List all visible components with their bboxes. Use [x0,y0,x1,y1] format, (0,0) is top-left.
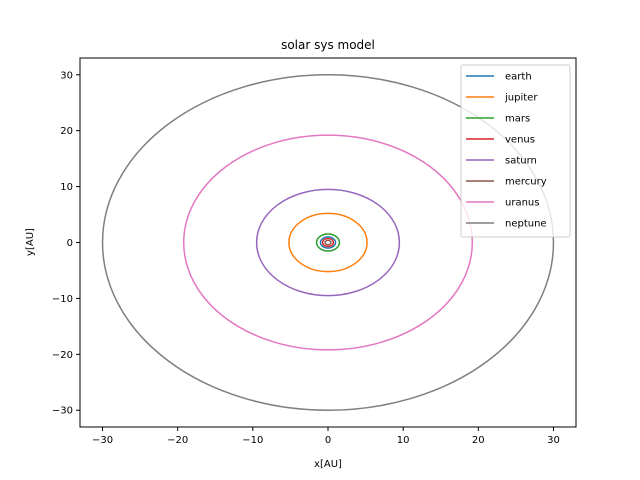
legend-label-venus: venus [505,135,535,146]
x-tick-label: −30 [92,435,113,446]
orbit-neptune [101,74,555,411]
legend-label-earth: earth [505,72,532,83]
orbit-uranus [182,134,474,351]
y-tick-label: −10 [52,294,73,305]
legend-label-jupiter: jupiter [504,93,538,104]
orbit-lines [101,74,555,411]
orbit-saturn [255,188,401,297]
x-tick-label: 30 [547,435,560,446]
y-tick-label: −30 [52,406,73,417]
orbit-mercury [324,239,332,246]
y-tick-label: 20 [60,126,73,137]
legend-box [460,64,571,238]
y-axis-label: y[AU] [25,228,36,256]
x-tick-label: 20 [472,435,485,446]
y-tick-label: −20 [52,350,73,361]
y-tick-label: 30 [60,70,73,81]
x-axis-ticks: −30 −20 −10 0 10 20 30 [92,427,560,446]
x-tick-label: 10 [397,435,410,446]
y-axis-ticks: −30 −20 −10 0 10 20 30 [52,70,80,417]
x-tick-label: −10 [242,435,263,446]
legend-label-mars: mars [505,114,530,125]
legend-label-uranus: uranus [505,198,539,209]
chart-title: solar sys model [281,38,375,52]
x-tick-label: −20 [167,435,188,446]
y-tick-label: 10 [60,182,73,193]
legend-label-neptune: neptune [505,219,547,230]
legend-label-mercury: mercury [505,177,547,188]
orbit-jupiter [288,212,368,273]
x-tick-label: 0 [325,435,331,446]
x-axis-label: x[AU] [314,459,342,470]
orbit-venus [321,237,335,248]
legend-label-saturn: saturn [505,156,537,167]
y-tick-label: 0 [67,238,73,249]
legend: earth jupiter mars venus saturn mercury uranus… [460,64,571,238]
orbit-earth [319,236,337,249]
orbit-mars [315,233,341,252]
